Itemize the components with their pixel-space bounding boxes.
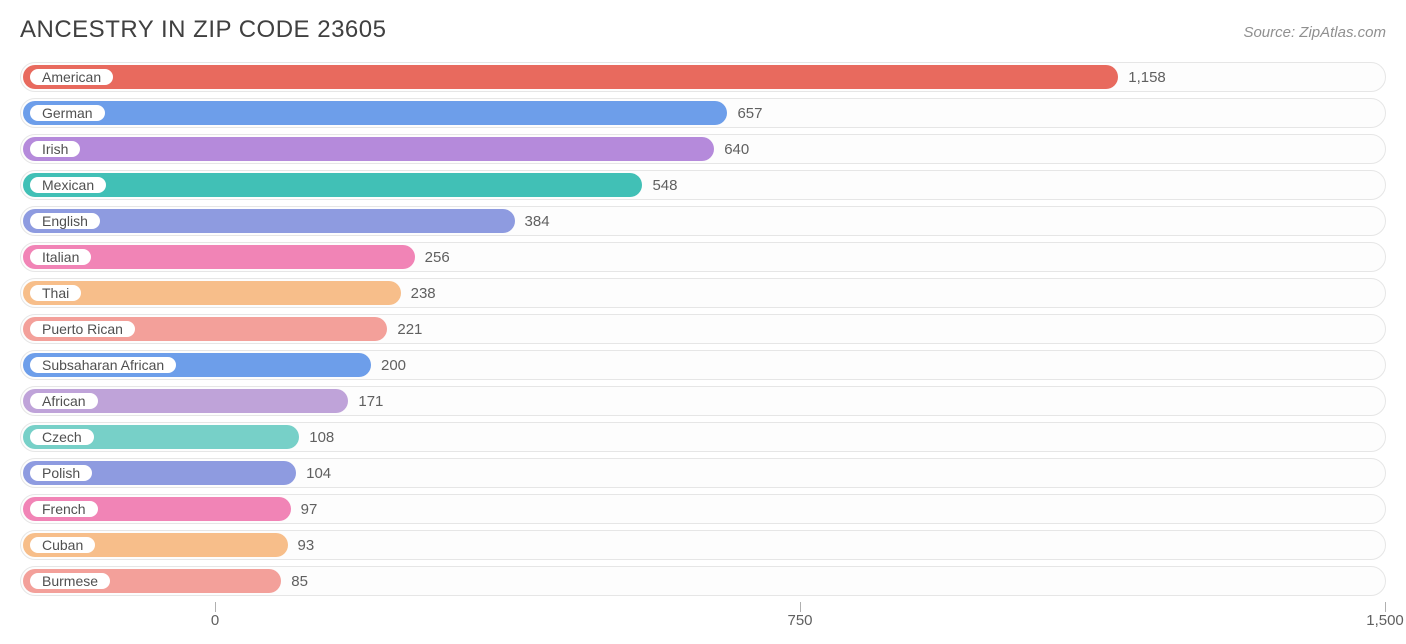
bar-row: Burmese 85 xyxy=(20,566,1386,596)
bar-category-label: Polish xyxy=(28,463,94,483)
bar-row: Irish 640 xyxy=(20,134,1386,164)
bar-row: Polish 104 xyxy=(20,458,1386,488)
bar-category-label: French xyxy=(28,499,100,519)
bar-fill xyxy=(23,173,642,197)
chart-container: ANCESTRY IN ZIP CODE 23605 Source: ZipAt… xyxy=(0,0,1406,640)
axis-tick xyxy=(215,602,216,612)
axis-tick-label: 750 xyxy=(787,612,812,629)
bar-fill xyxy=(23,65,1118,89)
bar-value-label: 221 xyxy=(387,314,422,344)
bars-area: American 1,158 German 657 Irish 640 Mexican 548… xyxy=(20,62,1386,596)
bar-value-label: 108 xyxy=(299,422,334,452)
bar-value-label: 93 xyxy=(288,530,315,560)
bar-value-label: 238 xyxy=(401,278,436,308)
header-row: ANCESTRY IN ZIP CODE 23605 Source: ZipAt… xyxy=(20,16,1386,44)
bar-row: African 171 xyxy=(20,386,1386,416)
bar-value-label: 548 xyxy=(642,170,677,200)
bar-row: Thai 238 xyxy=(20,278,1386,308)
bar-row: Cuban 93 xyxy=(20,530,1386,560)
bar-category-label: Puerto Rican xyxy=(28,319,137,339)
bar-row: American 1,158 xyxy=(20,62,1386,92)
bar-row: Puerto Rican 221 xyxy=(20,314,1386,344)
axis-tick-label: 1,500 xyxy=(1366,612,1404,629)
bar-row: English 384 xyxy=(20,206,1386,236)
bar-row: Subsaharan African 200 xyxy=(20,350,1386,380)
axis-tick-label: 0 xyxy=(211,612,219,629)
chart-title: ANCESTRY IN ZIP CODE 23605 xyxy=(20,16,386,44)
bar-category-label: Cuban xyxy=(28,535,97,555)
bar-fill xyxy=(23,137,714,161)
x-axis: 07501,500 xyxy=(20,602,1386,632)
bar-category-label: Irish xyxy=(28,139,82,159)
bar-value-label: 657 xyxy=(727,98,762,128)
bar-row: French 97 xyxy=(20,494,1386,524)
bar-category-label: Subsaharan African xyxy=(28,355,178,375)
bar-fill xyxy=(23,101,727,125)
bar-value-label: 384 xyxy=(515,206,550,236)
bar-category-label: African xyxy=(28,391,100,411)
bar-value-label: 104 xyxy=(296,458,331,488)
bar-value-label: 97 xyxy=(291,494,318,524)
bar-category-label: Czech xyxy=(28,427,96,447)
bar-row: Czech 108 xyxy=(20,422,1386,452)
bar-value-label: 85 xyxy=(281,566,308,596)
bar-value-label: 640 xyxy=(714,134,749,164)
bar-value-label: 256 xyxy=(415,242,450,272)
axis-tick xyxy=(800,602,801,612)
source-text: Source: ZipAtlas.com xyxy=(1243,24,1386,41)
bar-value-label: 200 xyxy=(371,350,406,380)
axis-tick xyxy=(1385,602,1386,612)
bar-category-label: American xyxy=(28,67,115,87)
bar-category-label: Italian xyxy=(28,247,93,267)
bar-category-label: English xyxy=(28,211,102,231)
bar-category-label: German xyxy=(28,103,107,123)
bar-row: Italian 256 xyxy=(20,242,1386,272)
bar-category-label: Burmese xyxy=(28,571,112,591)
bar-category-label: Thai xyxy=(28,283,83,303)
bar-row: Mexican 548 xyxy=(20,170,1386,200)
bar-category-label: Mexican xyxy=(28,175,108,195)
bar-value-label: 171 xyxy=(348,386,383,416)
bar-row: German 657 xyxy=(20,98,1386,128)
bar-value-label: 1,158 xyxy=(1118,62,1166,92)
